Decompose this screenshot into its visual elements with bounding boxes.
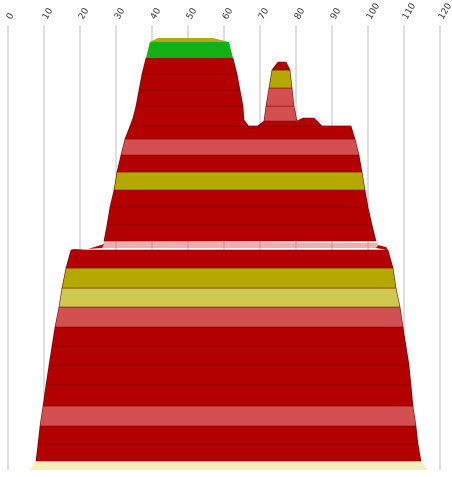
lower-band-9 [58, 287, 401, 308]
peak-band-4 [141, 57, 238, 75]
parting-band [102, 241, 378, 248]
tick-label-90: 90 [329, 6, 344, 21]
peak-cap-green [146, 42, 233, 58]
middle-band-2 [106, 206, 373, 226]
tick-label-100: 100 [365, 1, 382, 21]
lower-band-7 [51, 326, 407, 347]
tick-label-40: 40 [149, 6, 164, 21]
axis-tick-labels: 0 10 20 30 40 50 60 70 80 90 100 110 120 [5, 1, 452, 21]
tick-label-50: 50 [185, 6, 200, 21]
middle-band-1 [103, 224, 377, 242]
peak-band-2 [135, 89, 244, 107]
peak-band-1 [129, 105, 351, 129]
spire-band-4 [271, 61, 291, 71]
peak-band-3 [138, 73, 241, 91]
tick-label-30: 30 [113, 6, 128, 21]
tick-label-60: 60 [221, 6, 236, 21]
connector-right [376, 245, 388, 250]
lower-band-4 [42, 384, 414, 407]
lower-band-3 [39, 405, 417, 427]
middle-band-3 [109, 189, 369, 208]
middle-band-4 [113, 171, 366, 191]
lower-band-10 [61, 267, 397, 289]
middle-band-5 [116, 154, 363, 173]
tick-label-10: 10 [41, 6, 56, 21]
lower-band-1 [35, 443, 422, 462]
base-band [30, 461, 428, 470]
tick-label-80: 80 [293, 6, 308, 21]
band-stack [30, 38, 428, 470]
lower-band-5 [45, 364, 412, 386]
middle-band-6 [120, 138, 360, 156]
spire-band-3 [268, 69, 293, 89]
lower-band-6 [48, 345, 410, 366]
tick-label-0: 0 [5, 11, 17, 21]
tick-label-120: 120 [437, 1, 452, 21]
peak-cap-top [150, 38, 229, 42]
lower-band-8 [54, 306, 404, 328]
tick-label-70: 70 [257, 6, 272, 21]
lower-band-11 [65, 249, 394, 269]
tick-label-110: 110 [401, 1, 418, 21]
middle-band-7 [124, 125, 356, 140]
spire-band-2 [265, 87, 295, 107]
lower-band-2 [37, 425, 419, 445]
tick-label-20: 20 [77, 6, 92, 21]
connector-left [71, 244, 104, 250]
spire-band-1 [263, 105, 298, 122]
